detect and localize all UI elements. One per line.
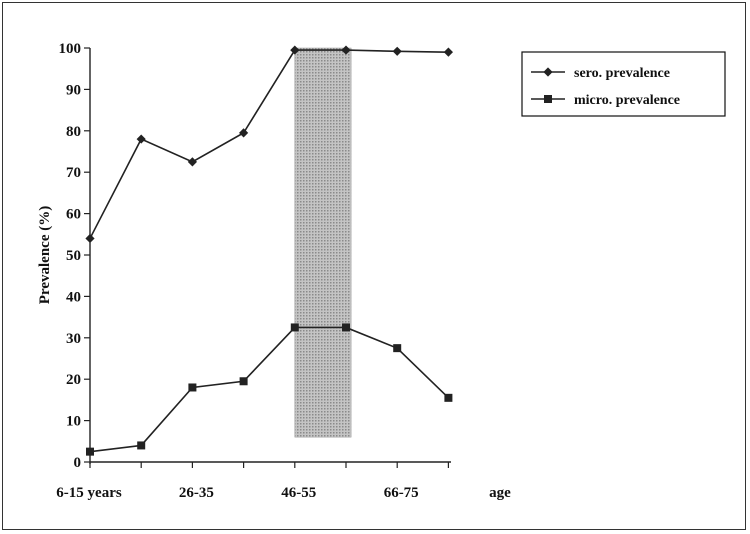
x-tick-label: 6-15 years	[56, 485, 122, 501]
data-point	[342, 323, 350, 332]
x-tick-label: 66-75	[384, 485, 419, 501]
series-sero	[85, 45, 453, 244]
series-line	[89, 49, 449, 239]
data-point	[392, 46, 402, 56]
legend-label: micro. prevalence	[574, 93, 680, 108]
data-point	[239, 128, 249, 138]
y-axis-title: Prevalence (%)	[37, 206, 53, 304]
data-point	[239, 377, 248, 386]
y-tick-label: 80	[66, 124, 81, 140]
data-point	[85, 233, 95, 244]
y-tick-label: 70	[66, 165, 81, 181]
y-tick-label: 40	[66, 289, 81, 305]
series-line	[89, 326, 449, 453]
legend-label: sero. prevalence	[574, 66, 670, 81]
y-tick-label: 20	[66, 372, 81, 388]
legend-items: sero. prevalence micro. prevalence	[531, 66, 680, 108]
data-point	[137, 441, 146, 450]
series-layer	[85, 45, 453, 456]
data-point	[443, 47, 453, 57]
data-point	[290, 323, 299, 332]
shaded-region	[294, 47, 352, 438]
data-point	[188, 383, 197, 392]
x-tick-label: 26-35	[179, 485, 214, 501]
legend-marker	[544, 95, 552, 103]
y-tick-label: 30	[66, 331, 81, 347]
y-tick-label: 10	[66, 414, 81, 430]
shaded-region-layer	[294, 47, 352, 438]
data-point	[86, 447, 94, 456]
data-point	[444, 393, 453, 402]
data-point	[290, 45, 300, 55]
y-tick-label: 90	[66, 82, 81, 98]
y-tick-label: 100	[59, 41, 82, 57]
line-chart: 0 10 20 30 40 50 60 70 80 90 100 6-15 years 26-35 46-…	[37, 41, 726, 501]
axes: 0 10 20 30 40 50 60 70 80 90 100 6-15 years 26-35 46-…	[56, 41, 511, 501]
data-point	[393, 344, 402, 353]
data-point	[187, 157, 197, 167]
data-point	[136, 134, 146, 144]
data-point	[341, 45, 351, 55]
legend: sero. prevalence micro. prevalence	[521, 51, 726, 117]
legend-box	[521, 51, 726, 117]
y-tick-label: 50	[66, 248, 81, 264]
x-axis-end-label: age	[489, 485, 511, 501]
y-tick-label: 60	[66, 207, 81, 223]
y-tick-label: 0	[74, 455, 82, 471]
series-micro	[86, 323, 453, 456]
legend-marker	[543, 67, 553, 77]
x-tick-label: 46-55	[281, 485, 316, 501]
